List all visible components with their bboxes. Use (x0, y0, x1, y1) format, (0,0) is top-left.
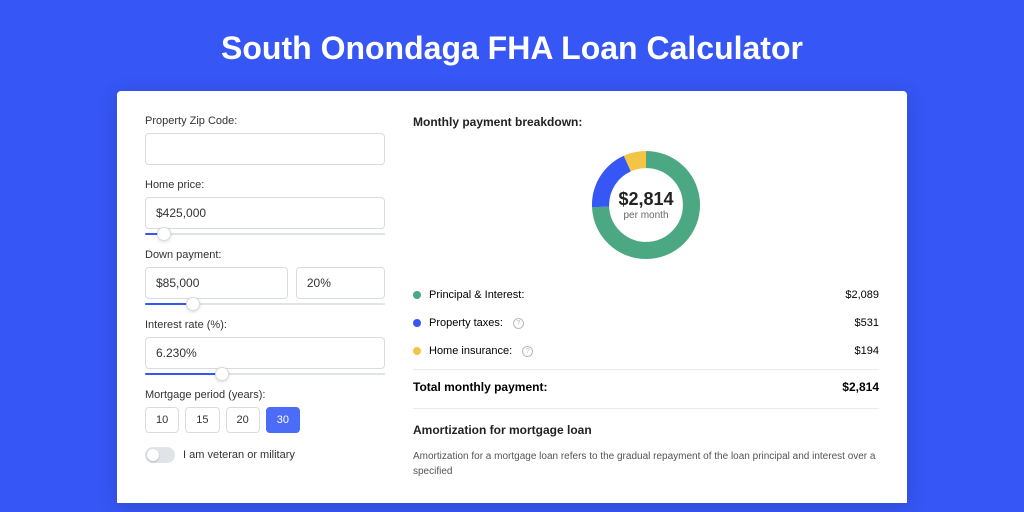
row-taxes: Property taxes: ? $531 (413, 309, 879, 337)
donut-sub: per month (623, 210, 668, 221)
dot-insurance (413, 347, 421, 355)
period-btn-20[interactable]: 20 (226, 407, 260, 433)
info-icon[interactable]: ? (522, 346, 533, 357)
down-field: Down payment: (145, 249, 385, 305)
value-principal: $2,089 (845, 289, 879, 301)
rate-slider[interactable] (145, 373, 385, 375)
veteran-toggle[interactable] (145, 447, 175, 463)
row-principal: Principal & Interest: $2,089 (413, 281, 879, 309)
zip-field: Property Zip Code: (145, 115, 385, 165)
down-slider-thumb[interactable] (186, 297, 200, 311)
rate-input[interactable] (145, 337, 385, 369)
zip-label: Property Zip Code: (145, 115, 385, 127)
down-amount-input[interactable] (145, 267, 288, 299)
veteran-label: I am veteran or military (183, 449, 295, 461)
info-icon[interactable]: ? (513, 318, 524, 329)
donut-wrap: $2,814 per month (413, 141, 879, 281)
breakdown-column: Monthly payment breakdown: $2,814 per mo… (413, 115, 879, 479)
label-insurance: Home insurance: (429, 345, 512, 357)
amortization-title: Amortization for mortgage loan (413, 423, 879, 437)
total-label: Total monthly payment: (413, 380, 547, 394)
donut-chart: $2,814 per month (586, 145, 706, 265)
period-options: 10 15 20 30 (145, 407, 385, 433)
donut-amount: $2,814 (618, 189, 673, 210)
page-title: South Onondaga FHA Loan Calculator (0, 0, 1024, 91)
total-row: Total monthly payment: $2,814 (413, 369, 879, 408)
label-principal: Principal & Interest: (429, 289, 524, 301)
dot-principal (413, 291, 421, 299)
price-field: Home price: (145, 179, 385, 235)
rate-label: Interest rate (%): (145, 319, 385, 331)
row-insurance: Home insurance: ? $194 (413, 337, 879, 365)
period-btn-10[interactable]: 10 (145, 407, 179, 433)
zip-input[interactable] (145, 133, 385, 165)
calculator-card: Property Zip Code: Home price: Down paym… (117, 91, 907, 503)
down-label: Down payment: (145, 249, 385, 261)
amortization-text: Amortization for a mortgage loan refers … (413, 449, 879, 479)
rate-slider-thumb[interactable] (215, 367, 229, 381)
label-taxes: Property taxes: (429, 317, 503, 329)
total-value: $2,814 (842, 380, 879, 394)
period-btn-15[interactable]: 15 (185, 407, 219, 433)
value-taxes: $531 (855, 317, 879, 329)
down-pct-input[interactable] (296, 267, 385, 299)
down-slider[interactable] (145, 303, 385, 305)
period-field: Mortgage period (years): 10 15 20 30 (145, 389, 385, 433)
value-insurance: $194 (855, 345, 879, 357)
toggle-knob (147, 449, 159, 461)
period-btn-30[interactable]: 30 (266, 407, 300, 433)
rate-field: Interest rate (%): (145, 319, 385, 375)
amortization-section: Amortization for mortgage loan Amortizat… (413, 408, 879, 479)
price-slider[interactable] (145, 233, 385, 235)
form-column: Property Zip Code: Home price: Down paym… (145, 115, 385, 479)
price-input[interactable] (145, 197, 385, 229)
veteran-row: I am veteran or military (145, 447, 385, 463)
breakdown-title: Monthly payment breakdown: (413, 115, 879, 129)
dot-taxes (413, 319, 421, 327)
period-label: Mortgage period (years): (145, 389, 385, 401)
price-label: Home price: (145, 179, 385, 191)
price-slider-thumb[interactable] (157, 227, 171, 241)
